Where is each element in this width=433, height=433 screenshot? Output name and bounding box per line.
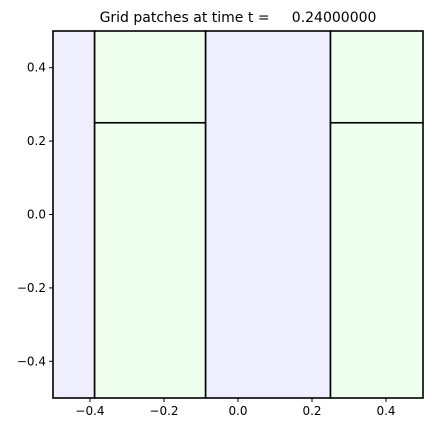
x-axis-ticks: −0.4 −0.2 0.0 0.2 0.4: [75, 398, 396, 418]
x-tick-label: −0.2: [149, 404, 178, 418]
y-tick-label: 0.2: [27, 134, 46, 148]
x-tick-label: 0.4: [376, 404, 395, 418]
y-tick-label: 0.0: [27, 208, 46, 222]
x-tick-label: 0.2: [302, 404, 321, 418]
chart-title: Grid patches at time t = 0.24000000: [100, 10, 377, 26]
x-tick-label: 0.0: [228, 404, 247, 418]
y-axis-ticks: 0.4 0.2 0.0 −0.2 −0.4: [17, 61, 53, 368]
x-tick-label: −0.4: [75, 404, 104, 418]
y-tick-label: −0.4: [17, 354, 46, 368]
y-tick-label: −0.2: [17, 281, 46, 295]
patch-level-2-5: [329, 30, 424, 124]
patch-level-2-1: [93, 121, 207, 399]
patch-level-1-3: [204, 30, 332, 399]
patch-layer: [52, 30, 424, 399]
y-tick-label: 0.4: [27, 61, 46, 75]
patch-level-2-4: [329, 121, 424, 399]
patch-level-2-2: [93, 30, 207, 124]
patch-level-1-0: [52, 30, 96, 399]
